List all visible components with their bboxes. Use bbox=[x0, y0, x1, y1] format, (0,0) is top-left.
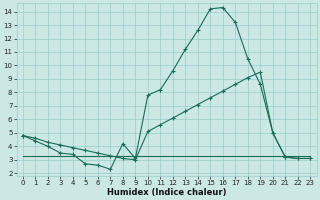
X-axis label: Humidex (Indice chaleur): Humidex (Indice chaleur) bbox=[107, 188, 226, 197]
